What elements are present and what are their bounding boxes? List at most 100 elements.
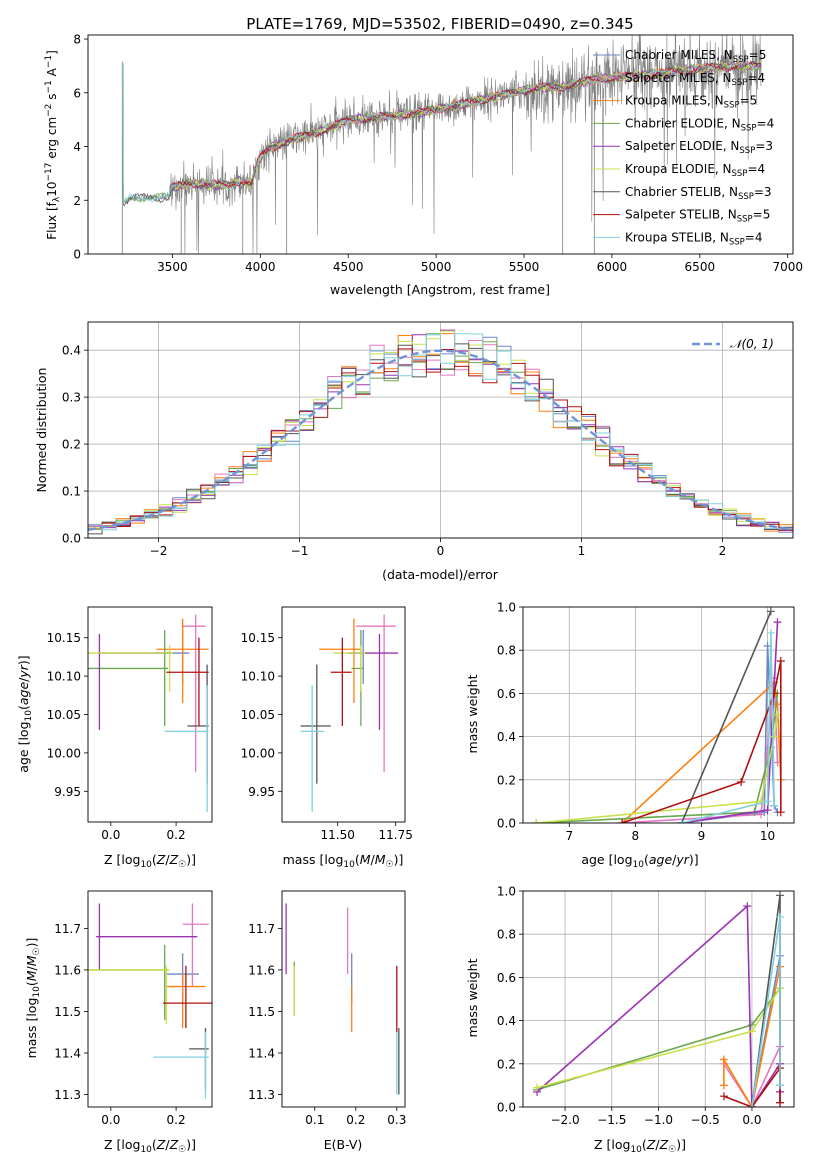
mass-weight-marker: [775, 1098, 784, 1107]
y-tick-label: 0.6: [497, 971, 516, 985]
mass-weight-vs-age-panel: mass weight age [log10(age/yr)] 7 8 9 10 0.0…: [465, 601, 795, 870]
mass-weight-marker: [770, 801, 779, 810]
y-tick-label: 0.6: [497, 687, 516, 701]
spectrum-legend: Chabrier MILES, NSSP=5 Salpeter MILES, NS…: [593, 48, 774, 247]
x-tick-label: −1: [291, 544, 309, 558]
mw-Z-xlabel: Z [log10(Z/Z☉)]: [594, 1137, 686, 1155]
age-ylabel: age [log10(age/yr)]: [16, 655, 34, 772]
x-tick-label: 2: [719, 544, 727, 558]
y-tick-label: 0.2: [497, 1057, 516, 1071]
y-tick-label: 2: [73, 194, 81, 208]
axes-frame: [281, 606, 406, 823]
y-tick-label: 10.05: [47, 708, 81, 722]
axes-frame: [87, 890, 213, 1108]
mass-Z-xlabel: Z [log10(Z/Z☉)]: [104, 1137, 196, 1155]
y-tick-label: 0.0: [62, 532, 81, 546]
plot-area: [300, 614, 399, 813]
x-tick-label: 0.0: [101, 1113, 120, 1127]
y-tick-label: 1.0: [497, 885, 516, 899]
y-tick-label: 11.5: [248, 1005, 275, 1019]
x-tick-label: 6000: [597, 260, 628, 274]
y-tick-label: 0.8: [497, 644, 516, 658]
y-tick-label: 8: [73, 33, 81, 47]
x-tick-label: 11.50: [321, 828, 355, 842]
y-tick-label: 10.15: [47, 631, 81, 645]
y-tick-label: 11.3: [248, 1088, 275, 1102]
x-tick-label: 7000: [772, 260, 803, 274]
mw-age-xlabel: age [log10(age/yr)]: [581, 852, 698, 870]
y-tick-label: 0.0: [497, 1101, 516, 1115]
x-tick-label: 0.1: [305, 1113, 324, 1127]
y-tick-label: 4: [73, 140, 81, 154]
normal-curve: [88, 349, 793, 531]
mass-weight-marker: [677, 819, 686, 823]
y-tick-label: 10.10: [241, 670, 275, 684]
spectrum-panel: Flux [fλ10−17 erg cm−2 s−1 A−1] waveleng…: [44, 33, 803, 297]
mass-weight-marker: [533, 1083, 542, 1092]
mass-weight-marker: [776, 657, 785, 665]
age-vs-Z-panel: age [log10(age/yr)] Z [log10(Z/Z☉)] 0.0 0…: [16, 606, 213, 870]
y-tick-label: 9.95: [54, 785, 81, 799]
x-tick-label: 0.0: [742, 1113, 761, 1127]
y-tick-label: 11.4: [54, 1047, 81, 1061]
spectrum-xlabel: wavelength [Angstrom, rest frame]: [330, 282, 550, 297]
y-tick-label: 0.8: [497, 928, 516, 942]
axes-frame: [87, 321, 794, 539]
y-tick-label: 0.2: [497, 773, 516, 787]
y-tick-label: 11.6: [54, 963, 81, 977]
mw-Z-ylabel: mass weight: [465, 958, 480, 1037]
axes-frame: [87, 606, 213, 823]
mass-weight-marker: [743, 902, 752, 911]
x-tick-label: 6500: [685, 260, 716, 274]
spectrum-ylabel: Flux [fλ10−17 erg cm−2 s−1 A−1]: [44, 50, 62, 240]
axes: −2 −1 0 1 2 0.0 0.1 0.2 0.3 0.4: [62, 321, 794, 558]
histogram-kroupa-stelib: [88, 333, 793, 531]
axes-frame: [281, 890, 406, 1108]
ebv-xlabel: E(B-V): [324, 1137, 363, 1152]
y-tick-label: 0.4: [62, 344, 81, 358]
mass-weight-marker: [737, 777, 746, 786]
mass-weight-marker: [775, 1081, 784, 1090]
mass-weight-marker: [719, 1081, 728, 1090]
mass-weight-line: [536, 693, 779, 823]
mass-vs-ebv-panel: E(B-V) 0.1 0.2 0.3 11.3 11.4 11.5 11.6 11.7: [248, 890, 406, 1152]
axes: −2.0 −1.5 −1.0 −0.5 0.0 0.0 0.2 0.4 0.6 0.8 1.0: [497, 885, 795, 1127]
mass-weight-marker: [763, 806, 772, 815]
plot-area: [523, 607, 794, 823]
plot-area: [285, 903, 400, 1095]
mass-weight-marker: [618, 819, 627, 823]
residuals-xlabel: (data-model)/error: [382, 567, 499, 582]
x-tick-label: −2.0: [550, 1113, 579, 1127]
x-tick-label: 3500: [157, 260, 188, 274]
y-tick-label: 11.7: [248, 922, 275, 936]
mass-weight-marker: [719, 1092, 728, 1101]
mass-weight-marker: [775, 891, 784, 900]
x-tick-label: 0.2: [167, 828, 186, 842]
mass-weight-marker: [719, 1055, 728, 1064]
mass-weight-marker: [770, 732, 779, 741]
legend-label: Chabrier STELIB, NSSP=3: [625, 185, 772, 202]
y-tick-label: 11.5: [54, 1005, 81, 1019]
legend-label: Kroupa ELODIE, NSSP=4: [625, 162, 765, 179]
model-line-chabrier-stelib: [121, 60, 761, 207]
x-tick-label: 0.2: [167, 1113, 186, 1127]
x-tick-label: 5000: [421, 260, 452, 274]
x-tick-label: 0: [437, 544, 445, 558]
y-tick-label: 11.3: [54, 1088, 81, 1102]
legend-label: Salpeter MILES, NSSP=4: [625, 71, 765, 88]
y-tick-label: 10.00: [241, 746, 275, 760]
normal-legend-label: 𝒩(0, 1): [730, 337, 774, 351]
age-mass-xlabel: mass [log10(M/M☉)]: [283, 852, 404, 870]
y-tick-label: 0.4: [497, 1014, 516, 1028]
mass-weight-marker: [775, 912, 784, 921]
y-tick-label: 6: [73, 86, 81, 100]
axes: 3500 4000 4500 5000 5500 6000 6500 7000 0 2 4 6 8: [73, 33, 803, 274]
x-tick-label: 0.2: [346, 1113, 365, 1127]
legend-label: Kroupa STELIB, NSSP=4: [625, 230, 763, 247]
mass-ylabel: mass [log10(M/M☉)]: [24, 938, 42, 1059]
y-tick-label: 1.0: [497, 601, 516, 615]
x-tick-label: 4000: [245, 260, 276, 274]
x-tick-label: 5500: [509, 260, 540, 274]
model-line-kroupa-stelib: [121, 60, 761, 204]
